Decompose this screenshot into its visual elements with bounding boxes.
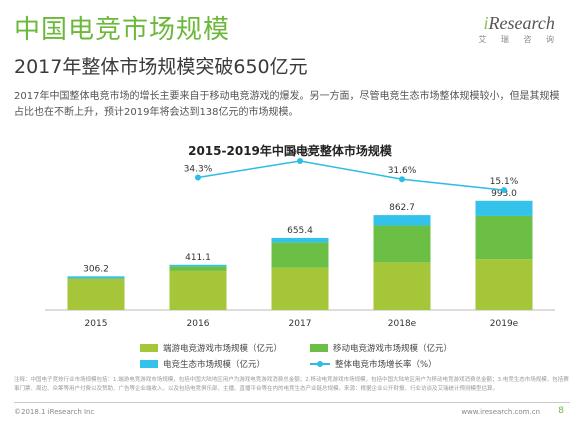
total-label-2015: 306.2 — [83, 264, 109, 274]
footnotes: 注释：中国电子竞技行业市场规模包括：1.端游电竞游戏市场规模，包括中国大陆地区用… — [14, 377, 569, 392]
legend-item-ecosystem: 电竞生态市场规模（亿元） — [140, 358, 265, 370]
legend-label-mobile: 移动电竞游戏市场规模（亿元） — [333, 344, 453, 354]
growth-label-2017: 59.4% — [286, 148, 315, 158]
legend-item-growth: 整体电竞市场增长率（%） — [310, 358, 437, 370]
legend-swatch-growth — [310, 360, 330, 368]
growth-point-2018e — [399, 176, 405, 183]
bar-pc-2019e — [475, 259, 533, 310]
bar-ecosystem-2019e — [475, 200, 533, 216]
growth-point-2019e — [501, 187, 507, 194]
page-number: 8 — [558, 406, 564, 416]
legend-label-pc: 端游电竞游戏市场规模（亿元） — [163, 344, 283, 354]
logo-subtext: 艾 瑞 咨 询 — [478, 35, 560, 44]
total-label-2017: 655.4 — [287, 226, 313, 236]
website-link[interactable]: www.iresearch.com.cn — [461, 408, 540, 416]
iresearch-logo: iResearch 艾 瑞 咨 询 — [478, 13, 560, 45]
x-tick-label-2017: 2017 — [289, 319, 312, 329]
bar-mobile-2016 — [169, 266, 227, 271]
growth-label-2019e: 15.1% — [490, 177, 519, 187]
bar-pc-2016 — [169, 270, 227, 310]
x-tick-label-2016: 2016 — [187, 319, 210, 329]
growth-rate-line — [197, 160, 505, 191]
bar-ecosystem-2017 — [271, 237, 329, 243]
legend-label-ecosystem: 电竞生态市场规模（亿元） — [163, 360, 266, 370]
logo-prefix: i — [483, 13, 489, 33]
logo-wordmark: iResearch — [478, 13, 560, 34]
x-tick-label-2018e: 2018e — [388, 319, 417, 329]
intro-paragraph: 2017年中国整体电竞市场的增长主要来自于移动电竞游戏的爆发。另一方面，尽管电竞… — [14, 91, 560, 118]
total-label-2016: 411.1 — [185, 253, 211, 263]
growth-point-2017 — [297, 157, 303, 164]
bar-pc-2017 — [271, 267, 329, 310]
total-label-2019e: 993.0 — [491, 189, 517, 199]
x-tick-label-2015: 2015 — [85, 319, 108, 329]
total-label-2018e: 862.7 — [389, 203, 415, 213]
logo-main-text: Research — [488, 13, 555, 33]
growth-label-2018e: 31.6% — [388, 166, 417, 176]
bar-mobile-2018e — [373, 225, 431, 263]
legend-swatch-ecosystem — [140, 360, 158, 368]
legend-label-growth: 整体电竞市场增长率（%） — [335, 360, 437, 370]
chart-title: 2015-2019年中国电竞整体市场规模 — [188, 144, 392, 158]
bar-ecosystem-2018e — [373, 215, 431, 226]
copyright-text: ©2018.1 iResearch Inc — [14, 408, 95, 416]
growth-label-2016: 34.3% — [184, 164, 213, 174]
legend-item-mobile: 移动电竞游戏市场规模（亿元） — [310, 342, 452, 354]
bar-ecosystem-2016 — [169, 264, 227, 267]
footer-divider — [14, 402, 570, 403]
x-tick-label-2019e: 2019e — [490, 319, 519, 329]
bar-mobile-2017 — [271, 242, 329, 268]
bar-ecosystem-2015 — [67, 276, 125, 279]
page-title: 中国电竞市场规模 — [14, 15, 231, 45]
legend-item-pc: 端游电竞游戏市场规模（亿元） — [140, 342, 282, 354]
bar-pc-2018e — [373, 262, 431, 310]
legend-swatch-pc — [140, 344, 158, 352]
page-subtitle: 2017年整体市场规模突破650亿元 — [14, 56, 308, 78]
bar-pc-2015 — [67, 278, 125, 310]
growth-point-2016 — [195, 174, 201, 181]
bar-mobile-2019e — [475, 215, 533, 260]
legend-swatch-mobile — [310, 344, 328, 352]
